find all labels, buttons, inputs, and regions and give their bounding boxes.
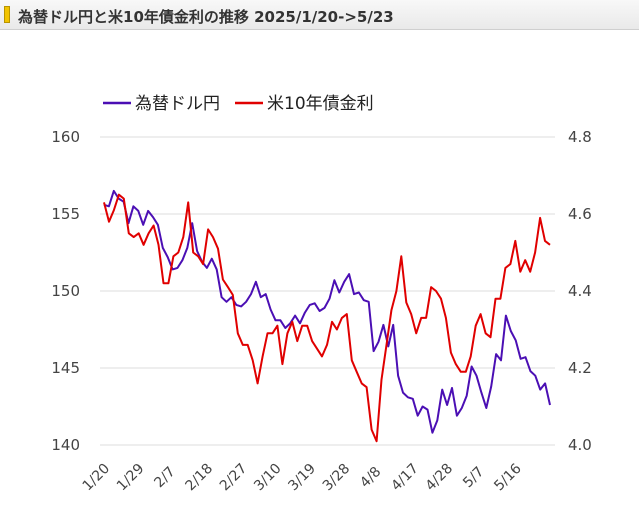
x-tick-label: 2/7 <box>151 464 178 491</box>
x-tick-label: 1/20 <box>80 461 114 495</box>
right-tick-label: 4.4 <box>568 282 592 300</box>
left-tick-label: 155 <box>51 205 80 223</box>
grid-lines <box>100 136 555 446</box>
right-tick-label: 4.8 <box>568 128 592 146</box>
x-tick-label: 3/28 <box>320 461 354 495</box>
right-tick-label: 4.2 <box>568 359 592 377</box>
right-tick-label: 4.0 <box>568 436 592 454</box>
x-tick-label: 1/29 <box>114 461 148 495</box>
x-tick-label: 4/17 <box>388 461 422 495</box>
series-line-usdjpy <box>103 189 551 434</box>
legend: 為替ドル円 米10年債金利 <box>103 94 374 114</box>
x-tick-label: 3/19 <box>285 461 319 495</box>
x-tick-label: 4/8 <box>357 464 384 491</box>
x-tick-label: 2/27 <box>217 461 251 495</box>
legend-label: 為替ドル円 <box>135 94 220 114</box>
page-title: 為替ドル円と米10年債金利の推移 2025/1/20->5/23 <box>18 8 394 26</box>
x-axis: 1/20 1/29 2/7 2/18 2/27 3/10 3/19 3/28 4/8 4/17 4/… <box>80 461 525 495</box>
title-marker <box>4 6 10 23</box>
x-tick-label: 2/18 <box>183 461 217 495</box>
left-tick-label: 145 <box>51 359 80 377</box>
x-tick-label: 5/16 <box>491 461 525 495</box>
left-tick-label: 150 <box>51 282 80 300</box>
left-axis: 160 155 150 145 140 <box>51 128 80 454</box>
x-tick-label: 3/10 <box>251 461 285 495</box>
right-axis: 4.8 4.6 4.4 4.2 4.0 <box>568 128 592 454</box>
left-tick-label: 160 <box>51 128 80 146</box>
x-tick-label: 5/7 <box>460 464 487 491</box>
right-tick-label: 4.6 <box>568 205 592 223</box>
series-line-us10y <box>103 193 551 443</box>
legend-label: 米10年債金利 <box>267 94 374 114</box>
x-tick-label: 4/28 <box>423 461 457 495</box>
series-lines <box>103 189 551 443</box>
title-bar: 為替ドル円と米10年債金利の推移 2025/1/20->5/23 <box>0 0 639 30</box>
left-tick-label: 140 <box>51 436 80 454</box>
